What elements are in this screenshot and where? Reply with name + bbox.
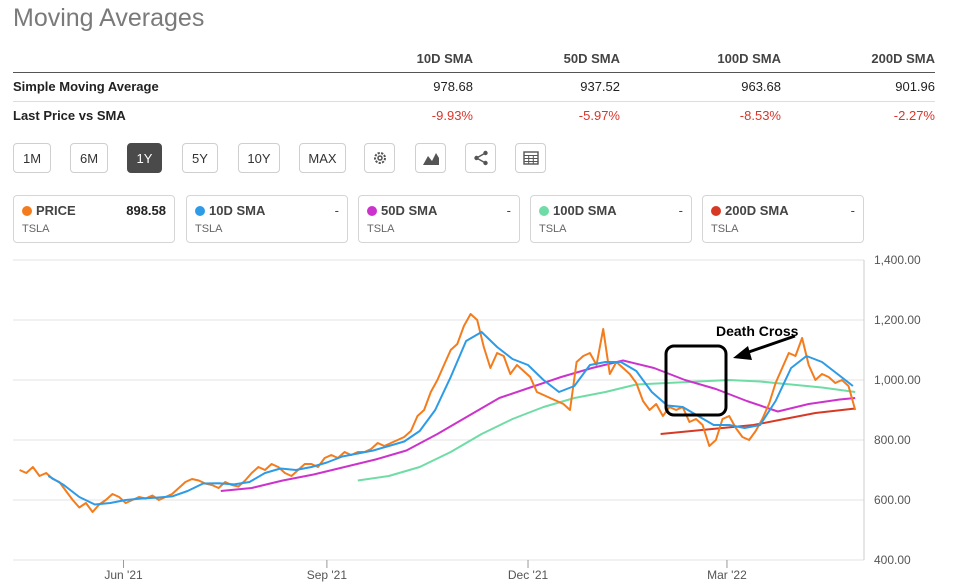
legend-name: 200D SMA <box>725 203 789 218</box>
death-cross-label: Death Cross <box>716 323 799 339</box>
range-button-1m[interactable]: 1M <box>13 143 51 173</box>
header-50d-sma: 50D SMA <box>473 46 620 73</box>
series-line-price <box>19 313 857 513</box>
y-tick-label: 800.00 <box>874 433 911 447</box>
sma-200d-value: 901.96 <box>781 72 935 102</box>
x-tick-label: Dec '21 <box>508 568 549 582</box>
death-cross-arrowhead <box>733 346 752 360</box>
vs-100d-value: -8.53% <box>739 108 781 124</box>
range-button-6m[interactable]: 6M <box>70 143 108 173</box>
share-icon <box>473 150 488 166</box>
vs-200d-value: -2.27% <box>893 108 935 124</box>
moving-averages-chart[interactable]: 1,400.00 1,200.00 1,000.00 800.00 600.00 400.… <box>0 250 954 586</box>
row-label-last-price: Last Price vs SMA <box>13 108 126 124</box>
x-tick-label: Sep '21 <box>307 568 348 582</box>
settings-button[interactable] <box>364 143 395 173</box>
table-row: Last Price vs SMA -9.93% -5.97% -8.53% -… <box>13 101 935 130</box>
table-view-button[interactable] <box>515 143 546 173</box>
header-100d-sma: 100D SMA <box>620 46 781 73</box>
range-button-5y[interactable]: 5Y <box>182 143 218 173</box>
legend-card-price[interactable]: PRICE 898.58 TSLA <box>13 195 175 243</box>
x-tick-label: Jun '21 <box>104 568 143 582</box>
sma-10d-value: 978.68 <box>380 72 473 102</box>
legend-dot-10d <box>195 206 205 216</box>
y-tick-label: 1,000.00 <box>874 373 921 387</box>
sma-100d-value: 963.68 <box>620 72 781 102</box>
page-title: Moving Averages <box>13 4 205 32</box>
chart-type-button[interactable] <box>415 143 446 173</box>
y-tick-label: 600.00 <box>874 493 911 507</box>
share-button[interactable] <box>465 143 496 173</box>
y-tick-label: 400.00 <box>874 553 911 567</box>
death-cross-arrow <box>742 334 796 356</box>
gear-icon <box>373 152 386 164</box>
legend-card-100d-sma[interactable]: 100D SMA - TSLA <box>530 195 692 243</box>
table-header-row: 10D SMA 50D SMA 100D SMA 200D SMA <box>13 46 935 73</box>
legend-dot-200d <box>711 206 721 216</box>
vs-10d-value: -9.93% <box>431 108 473 124</box>
legend-ticker: TSLA <box>195 223 223 235</box>
legend-ticker: TSLA <box>539 223 567 235</box>
legend-card-50d-sma[interactable]: 50D SMA - TSLA <box>358 195 520 243</box>
legend-value: - <box>678 203 683 218</box>
legend-value: - <box>334 203 339 218</box>
legend-ticker: TSLA <box>22 223 50 235</box>
table-icon <box>522 151 539 165</box>
y-tick-label: 1,200.00 <box>874 313 921 327</box>
y-tick-label: 1,400.00 <box>874 253 921 267</box>
legend-ticker: TSLA <box>367 223 395 235</box>
chart-annotation: Death Cross <box>664 323 799 417</box>
legend-value: - <box>506 203 511 218</box>
header-label <box>13 46 380 73</box>
legend-dot-price <box>22 206 32 216</box>
table-row: Simple Moving Average 978.68 937.52 963.… <box>13 72 935 102</box>
legend-card-10d-sma[interactable]: 10D SMA - TSLA <box>186 195 348 243</box>
range-button-1y[interactable]: 1Y <box>127 143 162 173</box>
mountain-chart-icon <box>422 153 439 165</box>
sma-table: 10D SMA 50D SMA 100D SMA 200D SMA Simple… <box>13 46 935 130</box>
legend-value: 898.58 <box>126 203 166 218</box>
legend-card-200d-sma[interactable]: 200D SMA - TSLA <box>702 195 864 243</box>
series-line-200d-sma <box>660 407 856 435</box>
legend-ticker: TSLA <box>711 223 739 235</box>
series-line-10d-sma <box>47 331 854 506</box>
legend-name: 50D SMA <box>381 203 438 218</box>
sma-50d-value: 937.52 <box>473 72 620 102</box>
row-label-sma: Simple Moving Average <box>13 72 380 102</box>
legend-name: 100D SMA <box>553 203 617 218</box>
range-button-10y[interactable]: 10Y <box>238 143 280 173</box>
legend-dot-100d <box>539 206 549 216</box>
death-cross-box <box>664 344 728 417</box>
header-200d-sma: 200D SMA <box>781 46 935 73</box>
range-button-max[interactable]: MAX <box>299 143 346 173</box>
series-line-100d-sma <box>357 379 856 482</box>
x-tick-label: Mar '22 <box>707 568 747 582</box>
legend-name: 10D SMA <box>209 203 266 218</box>
chart-series <box>19 313 857 513</box>
header-10d-sma: 10D SMA <box>380 46 473 73</box>
legend-name: PRICE <box>36 203 76 218</box>
legend-dot-50d <box>367 206 377 216</box>
vs-50d-value: -5.97% <box>578 108 620 124</box>
legend-value: - <box>850 203 855 218</box>
